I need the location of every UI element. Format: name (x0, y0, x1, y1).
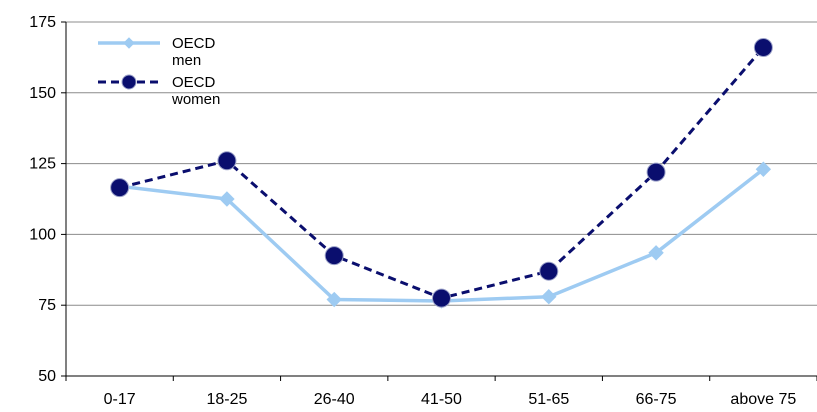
y-tick-label: 75 (38, 297, 56, 314)
legend-item: OECD women (98, 74, 220, 108)
legend-marker (123, 37, 135, 49)
series-group (110, 37, 773, 309)
x-tick-label: 18-25 (206, 391, 247, 408)
y-tick-label: 100 (29, 226, 56, 243)
data-point (324, 246, 344, 266)
data-point (648, 245, 664, 261)
y-tick-label: 150 (29, 85, 56, 102)
data-point (541, 288, 557, 305)
data-point (110, 178, 130, 198)
x-tick-label: 66-75 (636, 391, 677, 408)
x-tick-label: 26-40 (314, 391, 355, 408)
data-point (326, 291, 342, 308)
x-tick-label: 51-65 (528, 391, 569, 408)
legend-label-line: OECD (172, 74, 216, 91)
data-point (432, 288, 451, 308)
legend-label: OECD women (171, 74, 220, 108)
legend-label: OECD men (172, 35, 216, 69)
x-tick-label: 0-17 (104, 391, 136, 408)
y-tick-label: 50 (38, 368, 56, 385)
data-point (219, 191, 235, 207)
y-tick-label: 125 (29, 156, 56, 173)
series-line (119, 46, 765, 300)
data-point (646, 162, 666, 182)
data-point (217, 151, 237, 171)
series-oecd-men (111, 161, 772, 309)
x-tick-label: above 75 (730, 391, 796, 408)
gridlines (66, 21, 817, 306)
series-line (119, 167, 765, 303)
data-point (539, 261, 559, 281)
legend-marker (121, 74, 137, 90)
legend-item: OECD men (98, 35, 216, 69)
data-point (753, 37, 773, 57)
legend-label-line: OECD (172, 35, 216, 52)
axes: 50 75 100 125 150 175 0-17 18-25 26-40 41-50 51-65… (29, 14, 817, 408)
x-tick-label: 41-50 (421, 391, 462, 408)
legend-label-line: men (172, 52, 201, 69)
y-tick-label: 175 (29, 14, 56, 31)
series-oecd-women (110, 37, 773, 308)
legend-label-line: women (171, 91, 220, 108)
data-point (755, 161, 772, 177)
